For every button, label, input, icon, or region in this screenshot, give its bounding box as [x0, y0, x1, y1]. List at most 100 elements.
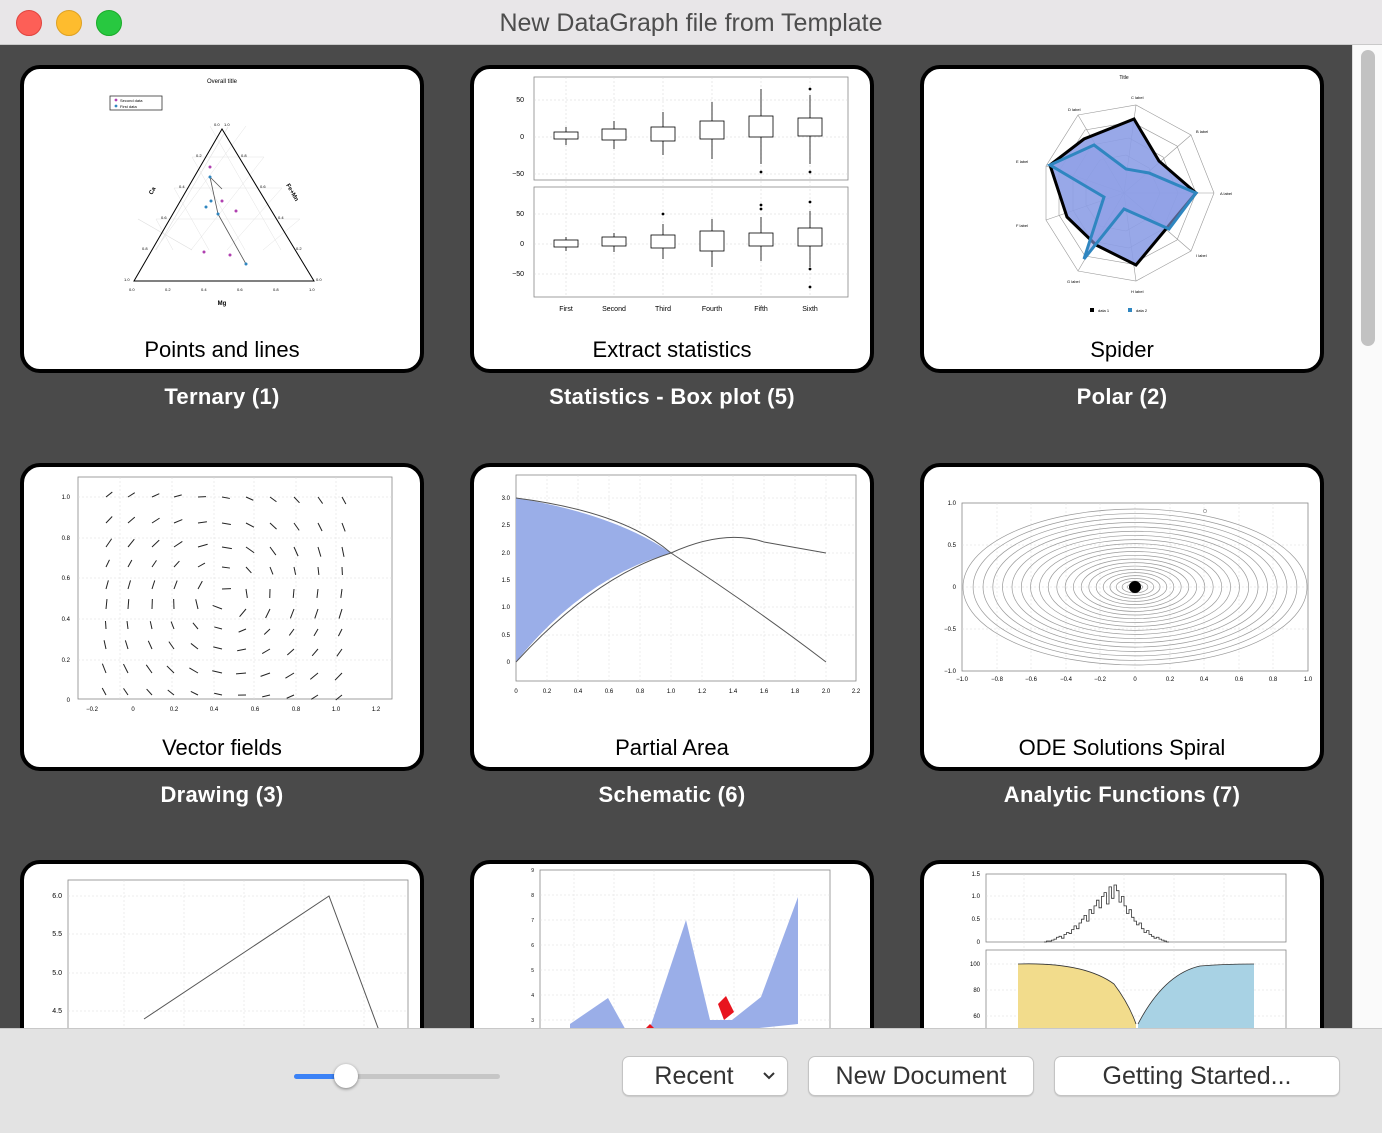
vector-arrow	[264, 629, 270, 635]
vector-arrow	[102, 688, 106, 695]
template-card-partial-area[interactable]: 3.0 2.5 2.0 1.5 1.0 0.5 0 0 0.2 0.4 0.6 …	[470, 463, 874, 771]
vector-arrow	[339, 609, 342, 619]
vector-arrow	[147, 689, 152, 695]
ternary-plot-thumbnail: Overall title Second data First data	[24, 69, 420, 337]
svg-text:Third: Third	[655, 306, 671, 313]
template-card-points-and-lines[interactable]: Overall title Second data First data	[20, 65, 424, 373]
svg-text:4: 4	[531, 993, 534, 999]
vector-arrow	[152, 540, 159, 547]
svg-text:Fe+Mn: Fe+Mn	[284, 183, 299, 203]
vector-arrow	[106, 492, 112, 497]
svg-text:−0.2: −0.2	[86, 707, 99, 713]
vector-arrow	[294, 497, 300, 503]
slider-knob[interactable]	[334, 1064, 358, 1088]
svg-text:60: 60	[973, 1014, 980, 1020]
vector-arrow	[150, 621, 152, 629]
vector-arrow	[261, 673, 270, 676]
vector-arrow	[318, 497, 323, 504]
category-label: Analytic Functions (7)	[920, 782, 1324, 808]
vector-arrow	[285, 673, 294, 678]
svg-text:0.4: 0.4	[210, 707, 219, 713]
svg-text:0: 0	[67, 698, 71, 704]
svg-text:1.2: 1.2	[372, 707, 381, 713]
svg-text:−50: −50	[512, 271, 524, 278]
vector-arrow	[222, 547, 232, 549]
template-card-histogram[interactable]: 1.5 1.0 0.5 0 100 80 60	[920, 860, 1324, 1028]
template-name: Extract statistics	[474, 337, 870, 363]
vector-arrow	[290, 609, 294, 618]
vector-arrow	[106, 516, 112, 523]
svg-text:80: 80	[973, 988, 980, 994]
svg-text:F label: F label	[1016, 223, 1028, 228]
svg-text:G label: G label	[1067, 279, 1080, 284]
title-bar: New DataGraph file from Template	[0, 0, 1382, 45]
vector-arrow	[128, 580, 131, 589]
vector-arrow	[270, 547, 276, 555]
svg-text:1.8: 1.8	[791, 689, 800, 695]
svg-text:4.5: 4.5	[52, 1008, 62, 1015]
vector-arrow	[167, 666, 174, 673]
template-card-ode-solutions-spiral[interactable]: 1.0 0.5 0 −0.5 −1.0 −1.0 −0.8 −0.6 −0.4 …	[920, 463, 1324, 771]
svg-text:−0.2: −0.2	[1094, 677, 1107, 683]
vector-arrow	[270, 523, 277, 529]
template-card-extract-statistics[interactable]: 50 0 −50 50 0 −50	[470, 65, 874, 373]
vector-arrow	[125, 640, 128, 649]
vector-arrow	[106, 539, 112, 547]
vector-arrow	[104, 640, 106, 649]
vector-arrow	[174, 495, 182, 497]
vector-arrow	[262, 649, 270, 654]
svg-text:Fourth: Fourth	[702, 306, 722, 313]
vector-arrow	[128, 599, 129, 609]
vector-arrow	[127, 621, 128, 629]
vector-arrow	[246, 523, 254, 527]
category-label: Ternary (1)	[20, 384, 424, 410]
vector-arrow	[294, 567, 296, 575]
svg-text:5.5: 5.5	[52, 931, 62, 938]
svg-text:First: First	[559, 306, 573, 313]
template-name: Vector fields	[24, 735, 420, 761]
vector-arrow	[315, 609, 318, 618]
template-card-spider[interactable]: Title A label B label C label D label E …	[920, 65, 1324, 373]
svg-text:0.5: 0.5	[972, 917, 981, 923]
svg-text:0.4: 0.4	[201, 287, 207, 292]
svg-text:5: 5	[531, 968, 534, 974]
svg-text:Mg: Mg	[218, 301, 227, 307]
svg-text:0.5: 0.5	[502, 633, 511, 639]
recent-button-label: Recent	[654, 1062, 733, 1091]
ternary-title: Overall title	[207, 79, 238, 85]
vector-arrow	[196, 599, 198, 609]
vector-arrow	[169, 642, 174, 649]
svg-text:0.4: 0.4	[278, 215, 284, 220]
svg-text:Fifth: Fifth	[754, 306, 768, 313]
svg-text:1.2: 1.2	[698, 689, 707, 695]
svg-text:Title: Title	[1119, 75, 1128, 81]
template-card-line-plot[interactable]: 6.0 5.5 5.0 4.5	[20, 860, 424, 1028]
svg-text:0.2: 0.2	[170, 707, 179, 713]
svg-text:−0.5: −0.5	[944, 627, 957, 633]
svg-text:0.2: 0.2	[62, 658, 71, 664]
svg-text:1.0: 1.0	[124, 277, 130, 282]
scrollbar-thumb[interactable]	[1361, 50, 1375, 346]
recent-popup-button[interactable]: Recent	[622, 1056, 788, 1096]
svg-text:9: 9	[531, 868, 534, 874]
vector-arrow	[338, 629, 342, 636]
vector-field-thumbnail: 1.0 0.8 0.6 0.4 0.2 0 −0.2 0 0.2 0.4 0.6…	[24, 467, 420, 735]
new-document-button[interactable]: New Document	[808, 1056, 1034, 1096]
svg-text:0.6: 0.6	[237, 287, 243, 292]
svg-text:0.2: 0.2	[165, 287, 171, 292]
chevron-down-icon	[761, 1068, 777, 1084]
vector-arrow	[294, 523, 299, 530]
svg-text:5.0: 5.0	[52, 970, 62, 977]
vector-arrow	[246, 567, 251, 573]
svg-text:D label: D label	[1068, 107, 1081, 112]
getting-started-button[interactable]: Getting Started...	[1054, 1056, 1340, 1096]
svg-text:0.6: 0.6	[1235, 677, 1244, 683]
template-card-vector-fields[interactable]: 1.0 0.8 0.6 0.4 0.2 0 −0.2 0 0.2 0.4 0.6…	[20, 463, 424, 771]
svg-text:1.0: 1.0	[972, 894, 981, 900]
svg-text:C label: C label	[1131, 95, 1144, 100]
svg-text:3.0: 3.0	[502, 496, 511, 502]
template-card-filled-area[interactable]: 9 8 7 6 5 4 3	[470, 860, 874, 1028]
vector-arrow	[105, 621, 106, 629]
vector-arrow	[222, 523, 231, 525]
vector-arrow	[337, 649, 342, 656]
